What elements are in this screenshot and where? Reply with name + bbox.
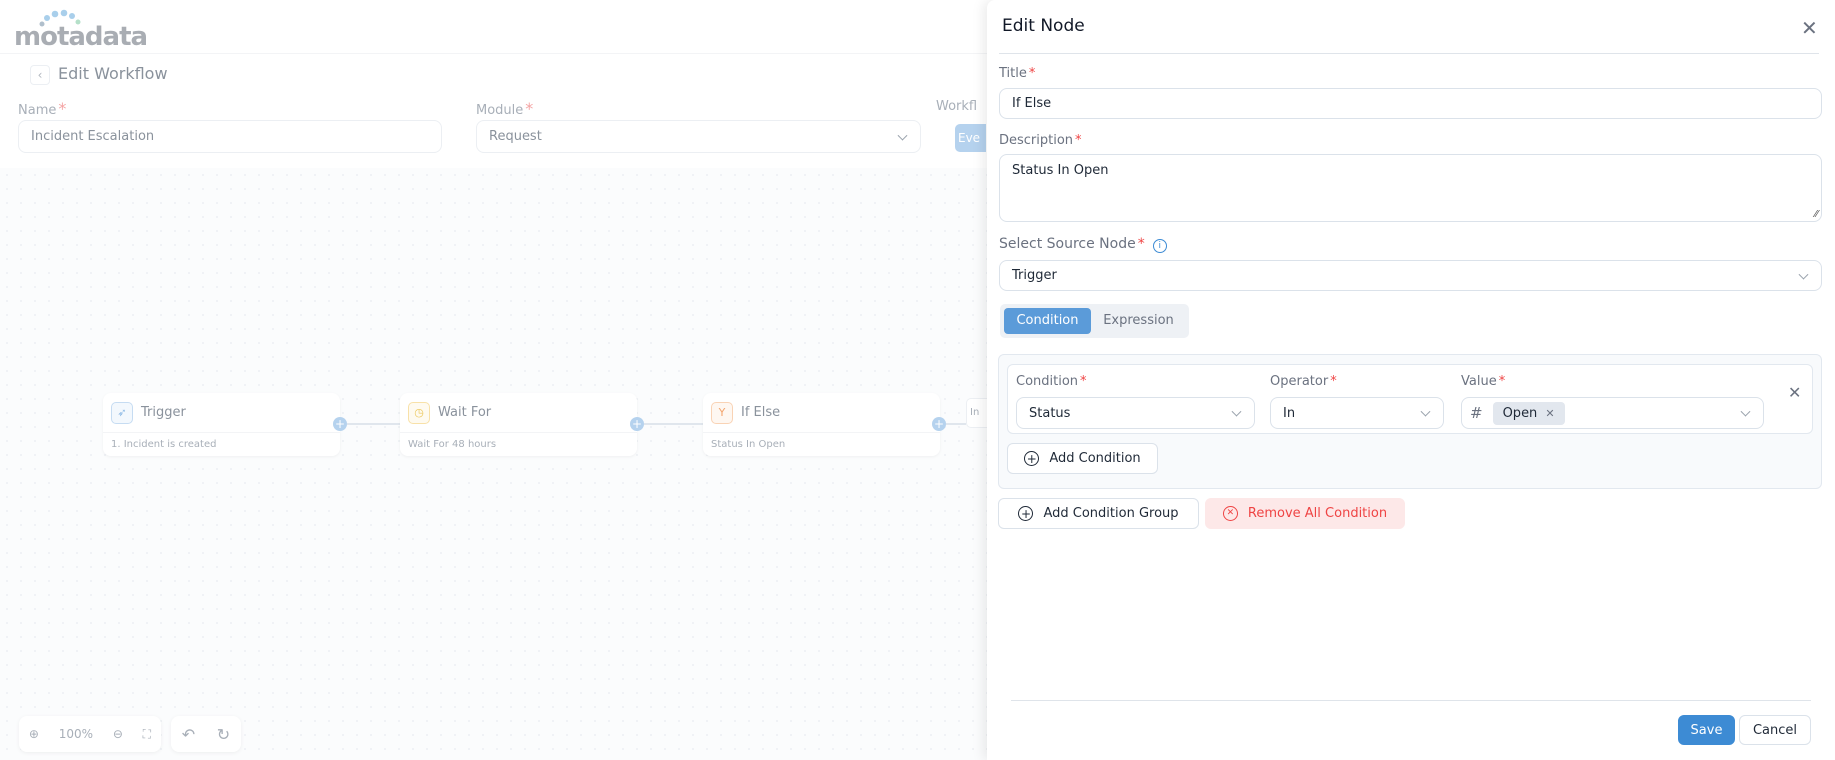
chevron-down-icon	[1798, 269, 1809, 280]
add-node-button[interactable]: +	[630, 417, 644, 431]
cancel-button[interactable]: Cancel	[1739, 715, 1811, 745]
chevron-down-icon	[1420, 406, 1431, 417]
rocket-icon: ➶	[111, 401, 133, 424]
workflow-canvas[interactable]	[0, 168, 987, 760]
tab-expression[interactable]: Expression	[1103, 313, 1174, 328]
chevron-down-icon	[1231, 406, 1242, 417]
save-button[interactable]: Save	[1678, 715, 1735, 745]
add-condition-group-button[interactable]: + Add Condition Group	[998, 498, 1199, 529]
remove-tag-icon[interactable]: ✕	[1545, 406, 1555, 420]
edit-node-panel: Edit Node ✕ Title * If Else Description * …	[987, 0, 1835, 760]
title-input[interactable]: If Else	[999, 88, 1822, 119]
remove-condition-icon[interactable]: ✕	[1788, 383, 1802, 402]
resize-handle-icon[interactable]: ⁄⁄	[1814, 209, 1818, 220]
description-label: Description	[999, 133, 1074, 148]
page-title: Edit Workflow	[58, 64, 168, 83]
close-icon[interactable]: ✕	[1801, 16, 1818, 40]
value-tag: Open ✕	[1492, 401, 1565, 425]
name-label: Name	[18, 103, 57, 118]
plus-circle-icon: +	[1018, 506, 1034, 521]
module-select[interactable]: Request	[476, 120, 921, 153]
add-node-button[interactable]: +	[932, 417, 946, 431]
zoom-in-icon[interactable]: ⊕	[28, 727, 39, 741]
condition-row: Condition * Status Operator * In Value * # …	[1007, 364, 1813, 434]
condition-field-select[interactable]: Status	[1016, 397, 1255, 429]
description-textarea[interactable]: Status In Open ⁄⁄	[999, 154, 1822, 222]
tab-condition[interactable]: Condition	[1004, 308, 1091, 334]
add-node-button[interactable]: +	[333, 417, 347, 431]
workflow-type-button[interactable]: Eve	[955, 124, 986, 152]
add-condition-button[interactable]: + Add Condition	[1007, 443, 1158, 474]
node-if-else[interactable]: Y If Else Status In Open	[703, 393, 940, 456]
clock-icon: ◷	[408, 401, 430, 424]
hash-icon: #	[1470, 404, 1483, 422]
node-partial[interactable]: In	[966, 398, 987, 428]
fit-screen-icon[interactable]: ⛶	[142, 726, 152, 741]
mode-tabs: Condition Expression	[1000, 304, 1189, 338]
logo: motadata	[14, 8, 148, 52]
plus-circle-icon: +	[1024, 451, 1040, 466]
remove-all-condition-button[interactable]: ✕ Remove All Condition	[1205, 498, 1405, 529]
module-label: Module	[476, 103, 524, 118]
back-button[interactable]: ‹	[30, 65, 50, 85]
chevron-down-icon	[1740, 406, 1751, 417]
operator-select[interactable]: In	[1270, 397, 1444, 429]
redo-icon[interactable]: ↻	[216, 724, 231, 744]
source-node-label: Select Source Node	[999, 236, 1136, 252]
node-wait-for[interactable]: ◷ Wait For Wait For 48 hours	[400, 393, 637, 456]
history-toolbar: ↶ ↻	[171, 716, 241, 752]
x-circle-icon: ✕	[1222, 506, 1238, 521]
zoom-out-icon[interactable]: ⊖	[112, 727, 123, 741]
name-input[interactable]: Incident Escalation	[18, 120, 442, 153]
title-label: Title	[999, 66, 1027, 81]
undo-icon[interactable]: ↶	[181, 724, 196, 744]
workflow-label: Workfl	[936, 99, 978, 114]
branch-icon: Y	[711, 401, 733, 424]
zoom-toolbar: ⊕ 100% ⊖ ⛶	[19, 716, 161, 752]
source-node-select[interactable]: Trigger	[999, 260, 1822, 291]
panel-title: Edit Node	[1002, 16, 1085, 36]
zoom-level: 100%	[58, 727, 94, 741]
node-trigger[interactable]: ➶ Trigger 1. Incident is created	[103, 393, 340, 456]
value-select[interactable]: # Open ✕	[1461, 397, 1764, 429]
info-icon[interactable]: i	[1152, 239, 1167, 253]
chevron-down-icon	[897, 130, 908, 141]
